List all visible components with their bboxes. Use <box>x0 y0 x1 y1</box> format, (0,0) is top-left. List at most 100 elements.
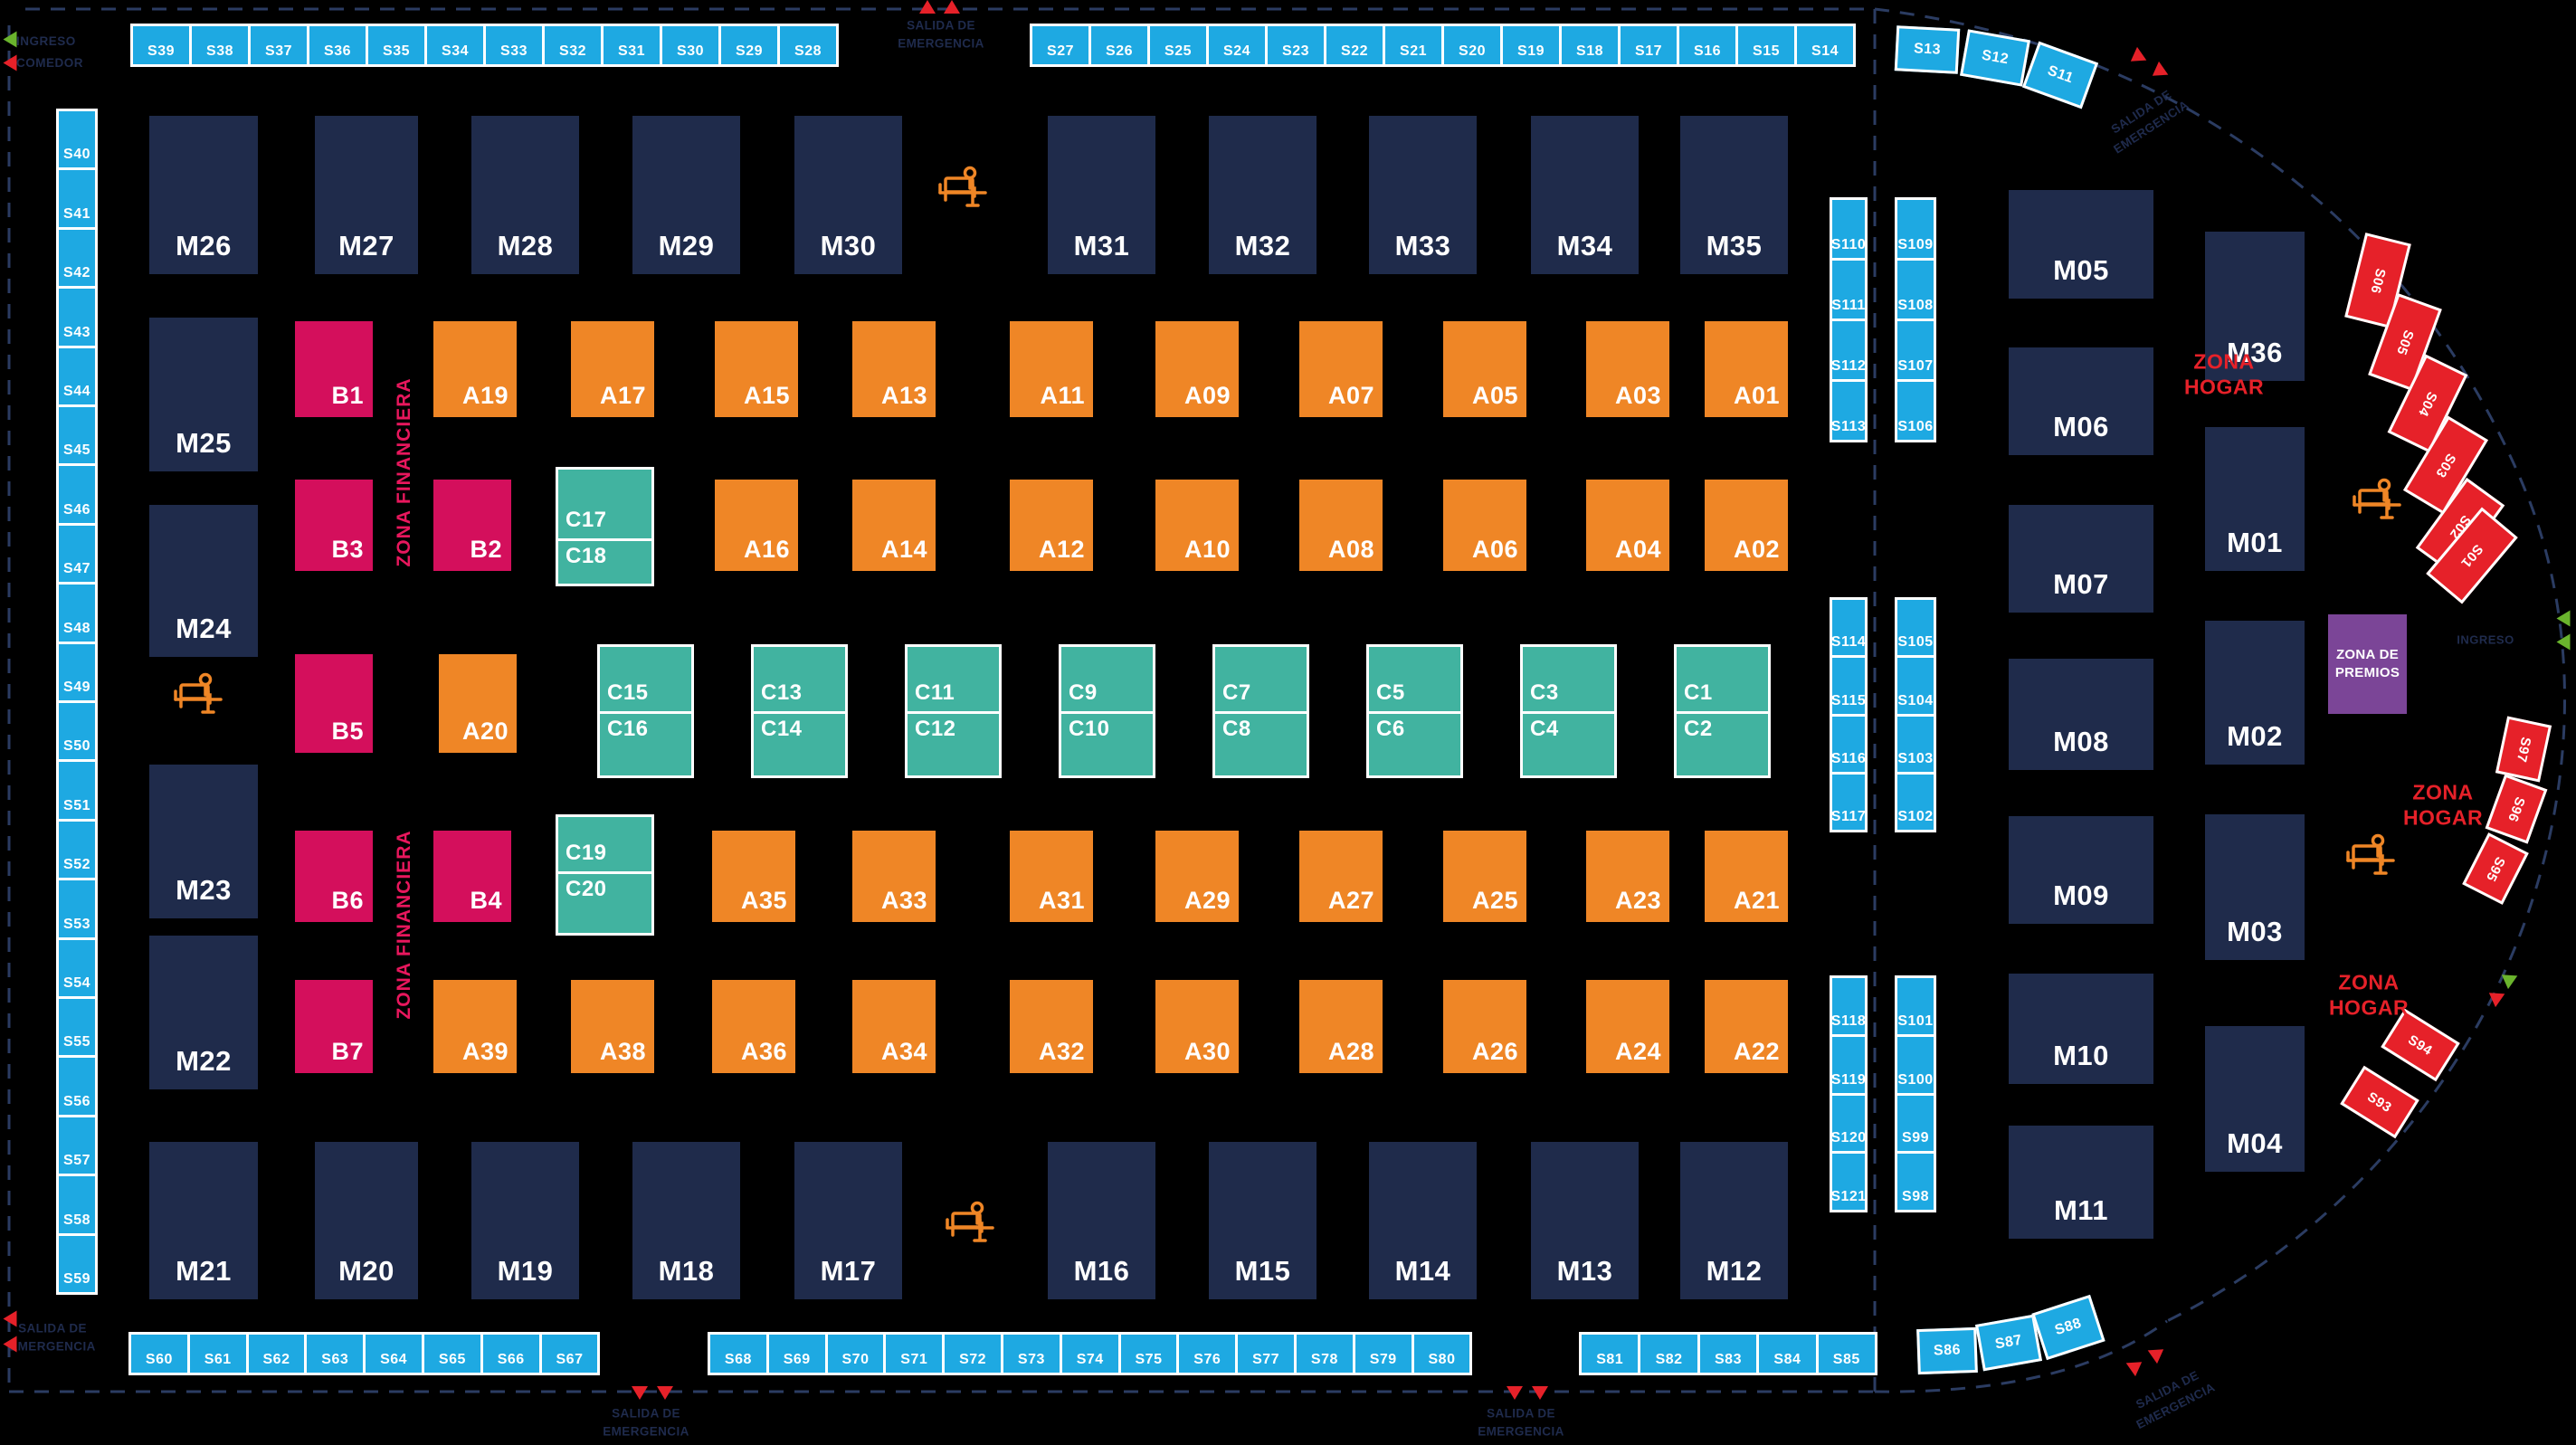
booth-a21[interactable]: A21 <box>1705 831 1788 922</box>
booth-s107[interactable]: S107 <box>1895 318 1936 382</box>
booth-m02[interactable]: M02 <box>2205 621 2305 765</box>
booth-s75[interactable]: S75 <box>1117 1332 1180 1375</box>
booth-s99[interactable]: S99 <box>1895 1092 1936 1155</box>
booth-s51[interactable]: S51 <box>56 759 98 822</box>
booth-s93[interactable]: S93 <box>2340 1065 2419 1139</box>
booth-s31[interactable]: S31 <box>601 24 662 67</box>
booth-s34[interactable]: S34 <box>424 24 486 67</box>
booth-s81[interactable]: S81 <box>1579 1332 1641 1375</box>
booth-s68[interactable]: S68 <box>708 1332 769 1375</box>
booth-s38[interactable]: S38 <box>189 24 251 67</box>
booth-s64[interactable]: S64 <box>363 1332 424 1375</box>
booth-m24[interactable]: M24 <box>149 505 258 657</box>
booth-s114[interactable]: S114 <box>1830 597 1868 659</box>
booth-s62[interactable]: S62 <box>245 1332 308 1375</box>
booth-s47[interactable]: S47 <box>56 522 98 585</box>
booth-s21[interactable]: S21 <box>1383 24 1444 67</box>
booth-s44[interactable]: S44 <box>56 345 98 407</box>
booth-c17-c18[interactable]: C17 C18 <box>556 467 654 586</box>
booth-a06[interactable]: A06 <box>1443 480 1526 571</box>
booth-s32[interactable]: S32 <box>542 24 604 67</box>
booth-b4[interactable]: B4 <box>433 831 511 922</box>
booth-m27[interactable]: M27 <box>315 116 418 274</box>
booth-a03[interactable]: A03 <box>1586 321 1669 417</box>
booth-a17[interactable]: A17 <box>571 321 654 417</box>
booth-m34[interactable]: M34 <box>1531 116 1639 274</box>
booth-s17[interactable]: S17 <box>1618 24 1679 67</box>
booth-s70[interactable]: S70 <box>824 1332 887 1375</box>
booth-a12[interactable]: A12 <box>1010 480 1093 571</box>
booth-m28[interactable]: M28 <box>471 116 579 274</box>
booth-s82[interactable]: S82 <box>1638 1332 1700 1375</box>
booth-s67[interactable]: S67 <box>538 1332 601 1375</box>
booth-s15[interactable]: S15 <box>1735 24 1797 67</box>
booth-c7-c8[interactable]: C7 C8 <box>1212 644 1309 778</box>
booth-s43[interactable]: S43 <box>56 286 98 348</box>
booth-a27[interactable]: A27 <box>1299 831 1383 922</box>
booth-s53[interactable]: S53 <box>56 878 98 940</box>
booth-m05[interactable]: M05 <box>2009 190 2153 299</box>
booth-s36[interactable]: S36 <box>307 24 368 67</box>
booth-c19-c20[interactable]: C19 C20 <box>556 814 654 936</box>
booth-a36[interactable]: A36 <box>712 980 795 1073</box>
booth-a32[interactable]: A32 <box>1010 980 1093 1073</box>
booth-s59[interactable]: S59 <box>56 1232 98 1295</box>
booth-s106[interactable]: S106 <box>1895 379 1936 442</box>
booth-s95[interactable]: S95 <box>2462 832 2529 905</box>
booth-m15[interactable]: M15 <box>1209 1142 1317 1299</box>
booth-s55[interactable]: S55 <box>56 996 98 1059</box>
booth-a16[interactable]: A16 <box>715 480 798 571</box>
booth-a20[interactable]: A20 <box>439 654 517 753</box>
booth-s49[interactable]: S49 <box>56 641 98 703</box>
booth-s109[interactable]: S109 <box>1895 197 1936 261</box>
booth-a23[interactable]: A23 <box>1586 831 1669 922</box>
booth-s117[interactable]: S117 <box>1830 771 1868 833</box>
booth-s86[interactable]: S86 <box>1916 1326 1978 1375</box>
booth-s35[interactable]: S35 <box>366 24 427 67</box>
booth-s60[interactable]: S60 <box>128 1332 190 1375</box>
booth-s87[interactable]: S87 <box>1974 1314 2043 1372</box>
booth-s13[interactable]: S13 <box>1894 25 1961 74</box>
booth-s69[interactable]: S69 <box>765 1332 828 1375</box>
booth-s25[interactable]: S25 <box>1147 24 1209 67</box>
booth-s57[interactable]: S57 <box>56 1114 98 1177</box>
booth-m14[interactable]: M14 <box>1369 1142 1477 1299</box>
booth-m22[interactable]: M22 <box>149 936 258 1089</box>
booth-s97[interactable]: S97 <box>2495 716 2552 783</box>
booth-s71[interactable]: S71 <box>883 1332 946 1375</box>
booth-s18[interactable]: S18 <box>1559 24 1621 67</box>
booth-s61[interactable]: S61 <box>186 1332 249 1375</box>
booth-b7[interactable]: B7 <box>295 980 373 1073</box>
booth-m18[interactable]: M18 <box>632 1142 740 1299</box>
booth-a05[interactable]: A05 <box>1443 321 1526 417</box>
booth-s48[interactable]: S48 <box>56 582 98 644</box>
booth-a26[interactable]: A26 <box>1443 980 1526 1073</box>
booth-s102[interactable]: S102 <box>1895 771 1936 833</box>
booth-m26[interactable]: M26 <box>149 116 258 274</box>
booth-m01[interactable]: M01 <box>2205 427 2305 571</box>
booth-m03[interactable]: M03 <box>2205 814 2305 960</box>
booth-s45[interactable]: S45 <box>56 404 98 467</box>
booth-m35[interactable]: M35 <box>1680 116 1788 274</box>
booth-s84[interactable]: S84 <box>1756 1332 1819 1375</box>
booth-m21[interactable]: M21 <box>149 1142 258 1299</box>
booth-s56[interactable]: S56 <box>56 1055 98 1117</box>
booth-c11-c12[interactable]: C11 C12 <box>905 644 1002 778</box>
booth-s33[interactable]: S33 <box>483 24 545 67</box>
booth-s120[interactable]: S120 <box>1830 1092 1868 1155</box>
booth-s73[interactable]: S73 <box>1001 1332 1062 1375</box>
booth-s112[interactable]: S112 <box>1830 318 1868 382</box>
booth-m29[interactable]: M29 <box>632 116 740 274</box>
booth-m31[interactable]: M31 <box>1048 116 1155 274</box>
booth-s100[interactable]: S100 <box>1895 1033 1936 1096</box>
booth-s50[interactable]: S50 <box>56 700 98 763</box>
booth-m16[interactable]: M16 <box>1048 1142 1155 1299</box>
booth-s40[interactable]: S40 <box>56 109 98 171</box>
booth-s20[interactable]: S20 <box>1441 24 1503 67</box>
booth-s105[interactable]: S105 <box>1895 597 1936 659</box>
booth-a34[interactable]: A34 <box>852 980 936 1073</box>
booth-m04[interactable]: M04 <box>2205 1026 2305 1172</box>
booth-s26[interactable]: S26 <box>1088 24 1150 67</box>
booth-s24[interactable]: S24 <box>1206 24 1268 67</box>
booth-s28[interactable]: S28 <box>777 24 839 67</box>
